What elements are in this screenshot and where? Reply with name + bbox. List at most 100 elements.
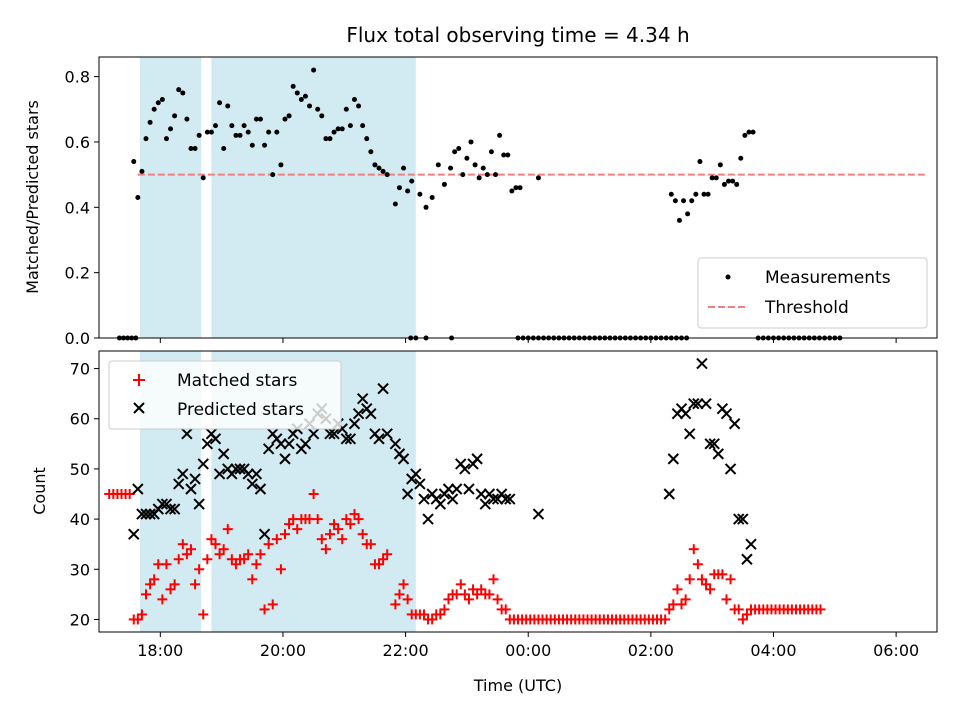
predicted-point xyxy=(352,408,365,420)
measurement-point xyxy=(172,113,178,119)
measurement-point xyxy=(717,162,723,168)
matched-point xyxy=(717,569,728,580)
measurement-point xyxy=(746,129,752,135)
matched-point xyxy=(190,579,201,590)
predicted-point xyxy=(487,493,500,505)
measurement-point xyxy=(750,129,756,135)
matched-point xyxy=(455,579,466,590)
matched-point xyxy=(741,609,752,620)
matched-point xyxy=(402,594,413,605)
measurement-point xyxy=(423,204,429,210)
measurement-point xyxy=(505,152,511,158)
predicted-point xyxy=(532,508,545,520)
matched-point xyxy=(263,539,274,550)
matched-point xyxy=(427,614,438,625)
predicted-point xyxy=(262,443,275,455)
measurement-point xyxy=(351,96,357,102)
matched-point xyxy=(210,539,221,550)
measurement-point xyxy=(319,113,325,119)
predicted-point xyxy=(144,508,156,520)
measurement-point xyxy=(384,172,390,178)
measurement-point xyxy=(327,136,333,142)
matched-point xyxy=(218,544,229,555)
y-tick-label: 0.0 xyxy=(65,329,90,348)
matched-point xyxy=(329,519,340,530)
matched-point xyxy=(664,604,675,615)
legend-threshold-label: Threshold xyxy=(764,298,849,318)
measurement-point xyxy=(278,162,284,168)
measurement-point xyxy=(307,103,313,109)
predicted-point xyxy=(724,463,737,475)
measurement-point xyxy=(456,145,462,151)
matched-point xyxy=(353,514,364,525)
shaded-interval-2 xyxy=(211,57,416,338)
matched-point xyxy=(316,534,327,545)
legend-measurements-marker xyxy=(725,274,731,280)
matched-point xyxy=(378,554,389,565)
x-axis-label: Time (UTC) xyxy=(473,676,562,695)
matched-point xyxy=(271,534,282,545)
predicted-point xyxy=(446,493,459,505)
chart-title: Flux total observing time = 4.34 h xyxy=(346,23,689,47)
predicted-point xyxy=(401,488,414,500)
matched-point xyxy=(737,614,748,625)
matched-point xyxy=(418,609,429,620)
predicted-point xyxy=(459,463,471,475)
matched-point xyxy=(230,559,241,570)
matched-point xyxy=(161,559,172,570)
measurement-point xyxy=(135,195,141,200)
measurement-point xyxy=(262,142,268,148)
predicted-point xyxy=(381,428,393,440)
matched-point xyxy=(333,524,344,535)
predicted-point xyxy=(377,382,389,395)
measurement-point xyxy=(339,126,345,132)
matched-point xyxy=(688,544,699,555)
measurement-point xyxy=(200,175,206,181)
predicted-point xyxy=(283,438,295,450)
measurement-point xyxy=(159,96,165,102)
measurement-point xyxy=(237,132,243,138)
predicted-point xyxy=(185,483,197,495)
predicted-point xyxy=(258,528,271,540)
measurement-point xyxy=(241,123,247,129)
predicted-point xyxy=(254,483,267,495)
measurement-point xyxy=(282,116,288,122)
matched-point xyxy=(696,574,707,585)
predicted-point xyxy=(397,453,410,465)
predicted-point xyxy=(373,433,385,445)
y-tick-label: 0.8 xyxy=(65,68,90,87)
measurement-point xyxy=(396,185,402,191)
matched-point xyxy=(676,599,687,610)
measurement-point xyxy=(290,83,296,89)
measurement-point xyxy=(709,175,715,181)
measurement-point xyxy=(176,87,182,93)
predicted-point xyxy=(450,483,463,495)
predicted-point xyxy=(275,438,287,450)
measurement-point xyxy=(689,198,695,204)
matched-point xyxy=(202,554,213,565)
measurement-point xyxy=(143,136,149,142)
matched-point xyxy=(173,554,184,565)
measurement-point xyxy=(151,106,157,112)
measurement-point xyxy=(493,172,499,178)
predicted-point xyxy=(348,418,361,430)
matched-point xyxy=(463,594,474,605)
predicted-point xyxy=(741,553,753,565)
measurement-point xyxy=(229,123,235,129)
measurement-point xyxy=(315,106,321,112)
measurement-point xyxy=(168,126,174,132)
predicted-point xyxy=(728,418,741,430)
measurement-point xyxy=(184,116,190,122)
matched-point xyxy=(243,549,254,560)
predicted-point xyxy=(704,438,716,450)
matched-point xyxy=(279,529,290,540)
predicted-point xyxy=(500,493,512,505)
x-tick-label: 20:00 xyxy=(260,641,306,660)
measurement-point xyxy=(721,181,727,187)
measurement-point xyxy=(497,132,503,138)
predicted-point xyxy=(324,428,336,440)
predicted-point xyxy=(471,453,483,465)
measurement-point xyxy=(405,188,411,194)
matched-point xyxy=(149,574,160,585)
measurement-point xyxy=(509,188,515,194)
